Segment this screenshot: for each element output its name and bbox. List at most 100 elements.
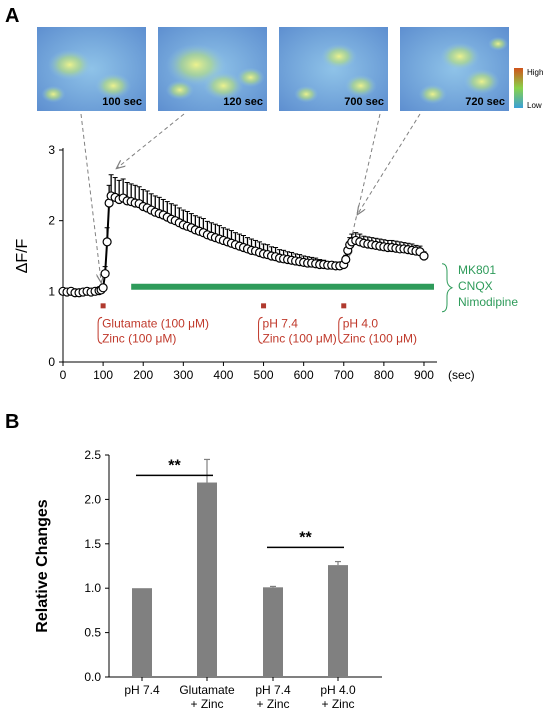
x-tick-label: 900 xyxy=(414,368,434,382)
x-tick-label: 300 xyxy=(173,368,193,382)
bar xyxy=(263,587,283,677)
x-tick-label: 400 xyxy=(213,368,233,382)
image-pointer-arrow xyxy=(117,113,185,168)
inhibitor-brace xyxy=(441,263,454,313)
y-tick-label: 2 xyxy=(48,214,55,228)
fluorescence-spot xyxy=(95,73,132,99)
fluorescence-images: 100 sec 120 sec 700 sec 720 sec xyxy=(37,27,509,111)
colorbar: High Low xyxy=(514,68,543,110)
y-tick-label: 2.0 xyxy=(84,492,101,506)
fluorescence-spot xyxy=(165,80,194,100)
significance-stars: ** xyxy=(168,457,181,474)
y-tick-label: 0 xyxy=(48,355,55,369)
image-pointer-arrow xyxy=(347,113,381,258)
fluorescence-spot xyxy=(294,85,319,103)
bar xyxy=(132,588,152,677)
fluorescence-image: 720 sec xyxy=(400,27,509,111)
y-tick-label: 2.5 xyxy=(84,448,101,462)
treatment-marker xyxy=(261,303,267,309)
treatment-markers: Glutamate (100 μM)Zinc (100 μM)pH 7.4Zin… xyxy=(97,303,417,345)
x-tick-label: 100 xyxy=(93,368,113,382)
data-point xyxy=(98,283,108,293)
image-time-label: 100 sec xyxy=(102,96,142,108)
x-tick-label: 700 xyxy=(334,368,354,382)
panel-label-a: A xyxy=(5,5,19,27)
y-tick-label: 3 xyxy=(48,143,55,157)
category-label: Glutamate xyxy=(179,683,235,697)
inhibitor-labels: MK801 CNQX Nimodipine xyxy=(441,263,518,313)
fluorescence-spot xyxy=(320,43,357,69)
image-time-label: 720 sec xyxy=(465,96,505,108)
image-pointer-arrow xyxy=(80,113,101,282)
fluorescence-spot xyxy=(439,42,480,71)
colorbar-low-label: Low xyxy=(527,101,542,110)
y-tick-label: 1 xyxy=(48,284,55,298)
colorbar-gradient xyxy=(514,68,523,108)
treatment-marker xyxy=(341,303,347,309)
data-points-a xyxy=(58,191,429,298)
significance-stars: ** xyxy=(299,529,312,546)
fluorescence-spot xyxy=(463,69,500,95)
bar-chart: 0.0 0.5 1.0 1.5 2.0 2.5 Relative Changes pH 7… xyxy=(34,448,382,711)
fluorescence-image: 120 sec xyxy=(158,27,267,111)
x-tick-label: 200 xyxy=(133,368,153,382)
fluorescence-spot xyxy=(236,67,265,88)
treatment-marker xyxy=(100,303,106,309)
data-point xyxy=(100,269,110,279)
treatment-label: Zinc (100 μM) xyxy=(263,331,337,345)
y-tick-label: 1.5 xyxy=(84,537,101,551)
y-axis-label-b: Relative Changes xyxy=(34,499,51,632)
category-label: + Zinc xyxy=(256,697,289,711)
treatment-bracket xyxy=(258,316,263,344)
bar xyxy=(197,482,217,677)
inhibitor-label: MK801 xyxy=(458,263,496,277)
category-label: + Zinc xyxy=(190,697,223,711)
fluorescence-spot xyxy=(344,74,377,98)
colorbar-high-label: High xyxy=(527,68,543,77)
treatment-label: Zinc (100 μM) xyxy=(102,331,176,345)
y-tick-label: 1.0 xyxy=(84,581,101,595)
treatment-label: Zinc (100 μM) xyxy=(343,331,417,345)
data-point xyxy=(102,237,112,247)
fluorescence-image: 100 sec xyxy=(37,27,146,111)
axis-ticks-a: 0 100 200 300 400 500 600 700 800 900 0 1 2 3 xyxy=(48,143,434,382)
x-tick-label: 600 xyxy=(294,368,314,382)
time-course-plot: 0 100 200 300 400 500 600 700 800 900 0 1 2 3 ΔF/F (s… xyxy=(14,113,518,382)
fluorescence-spot xyxy=(47,49,92,81)
category-label: pH 7.4 xyxy=(124,683,160,697)
image-time-label: 700 sec xyxy=(344,96,384,108)
axis-ticks-b: 0.0 0.5 1.0 1.5 2.0 2.5 xyxy=(84,448,109,684)
treatment-bracket xyxy=(97,316,103,344)
y-axis-label-a: ΔF/F xyxy=(14,238,31,273)
x-axis-unit-a: (sec) xyxy=(448,368,475,382)
x-tick-label: 0 xyxy=(60,368,67,382)
x-tick-label: 800 xyxy=(374,368,394,382)
data-point xyxy=(341,254,351,265)
treatment-label: Glutamate (100 μM) xyxy=(102,316,209,330)
panel-label-b: B xyxy=(5,411,19,433)
fluorescence-image: 700 sec xyxy=(279,27,388,111)
fluorescence-spot xyxy=(41,85,66,103)
treatment-bracket xyxy=(338,316,343,344)
inhibitor-label: CNQX xyxy=(458,279,493,293)
fluorescence-spot xyxy=(488,36,509,51)
treatment-label: pH 7.4 xyxy=(263,316,299,330)
y-tick-label: 0.5 xyxy=(84,626,101,640)
y-tick-label: 0.0 xyxy=(84,670,101,684)
category-label: + Zinc xyxy=(321,697,354,711)
fluorescence-spot xyxy=(418,84,447,104)
data-point xyxy=(419,251,429,261)
image-pointer-arrows xyxy=(80,113,421,282)
category-label: pH 7.4 xyxy=(255,683,291,697)
treatment-label: pH 4.0 xyxy=(343,316,379,330)
image-time-label: 120 sec xyxy=(223,96,263,108)
bar xyxy=(328,565,348,677)
category-label: pH 4.0 xyxy=(320,683,356,697)
inhibitor-label: Nimodipine xyxy=(458,295,518,309)
x-tick-label: 500 xyxy=(254,368,274,382)
image-pointer-arrow xyxy=(358,113,421,214)
fluorescence-spot xyxy=(203,71,244,100)
significance-brackets: ** ** xyxy=(136,457,344,549)
